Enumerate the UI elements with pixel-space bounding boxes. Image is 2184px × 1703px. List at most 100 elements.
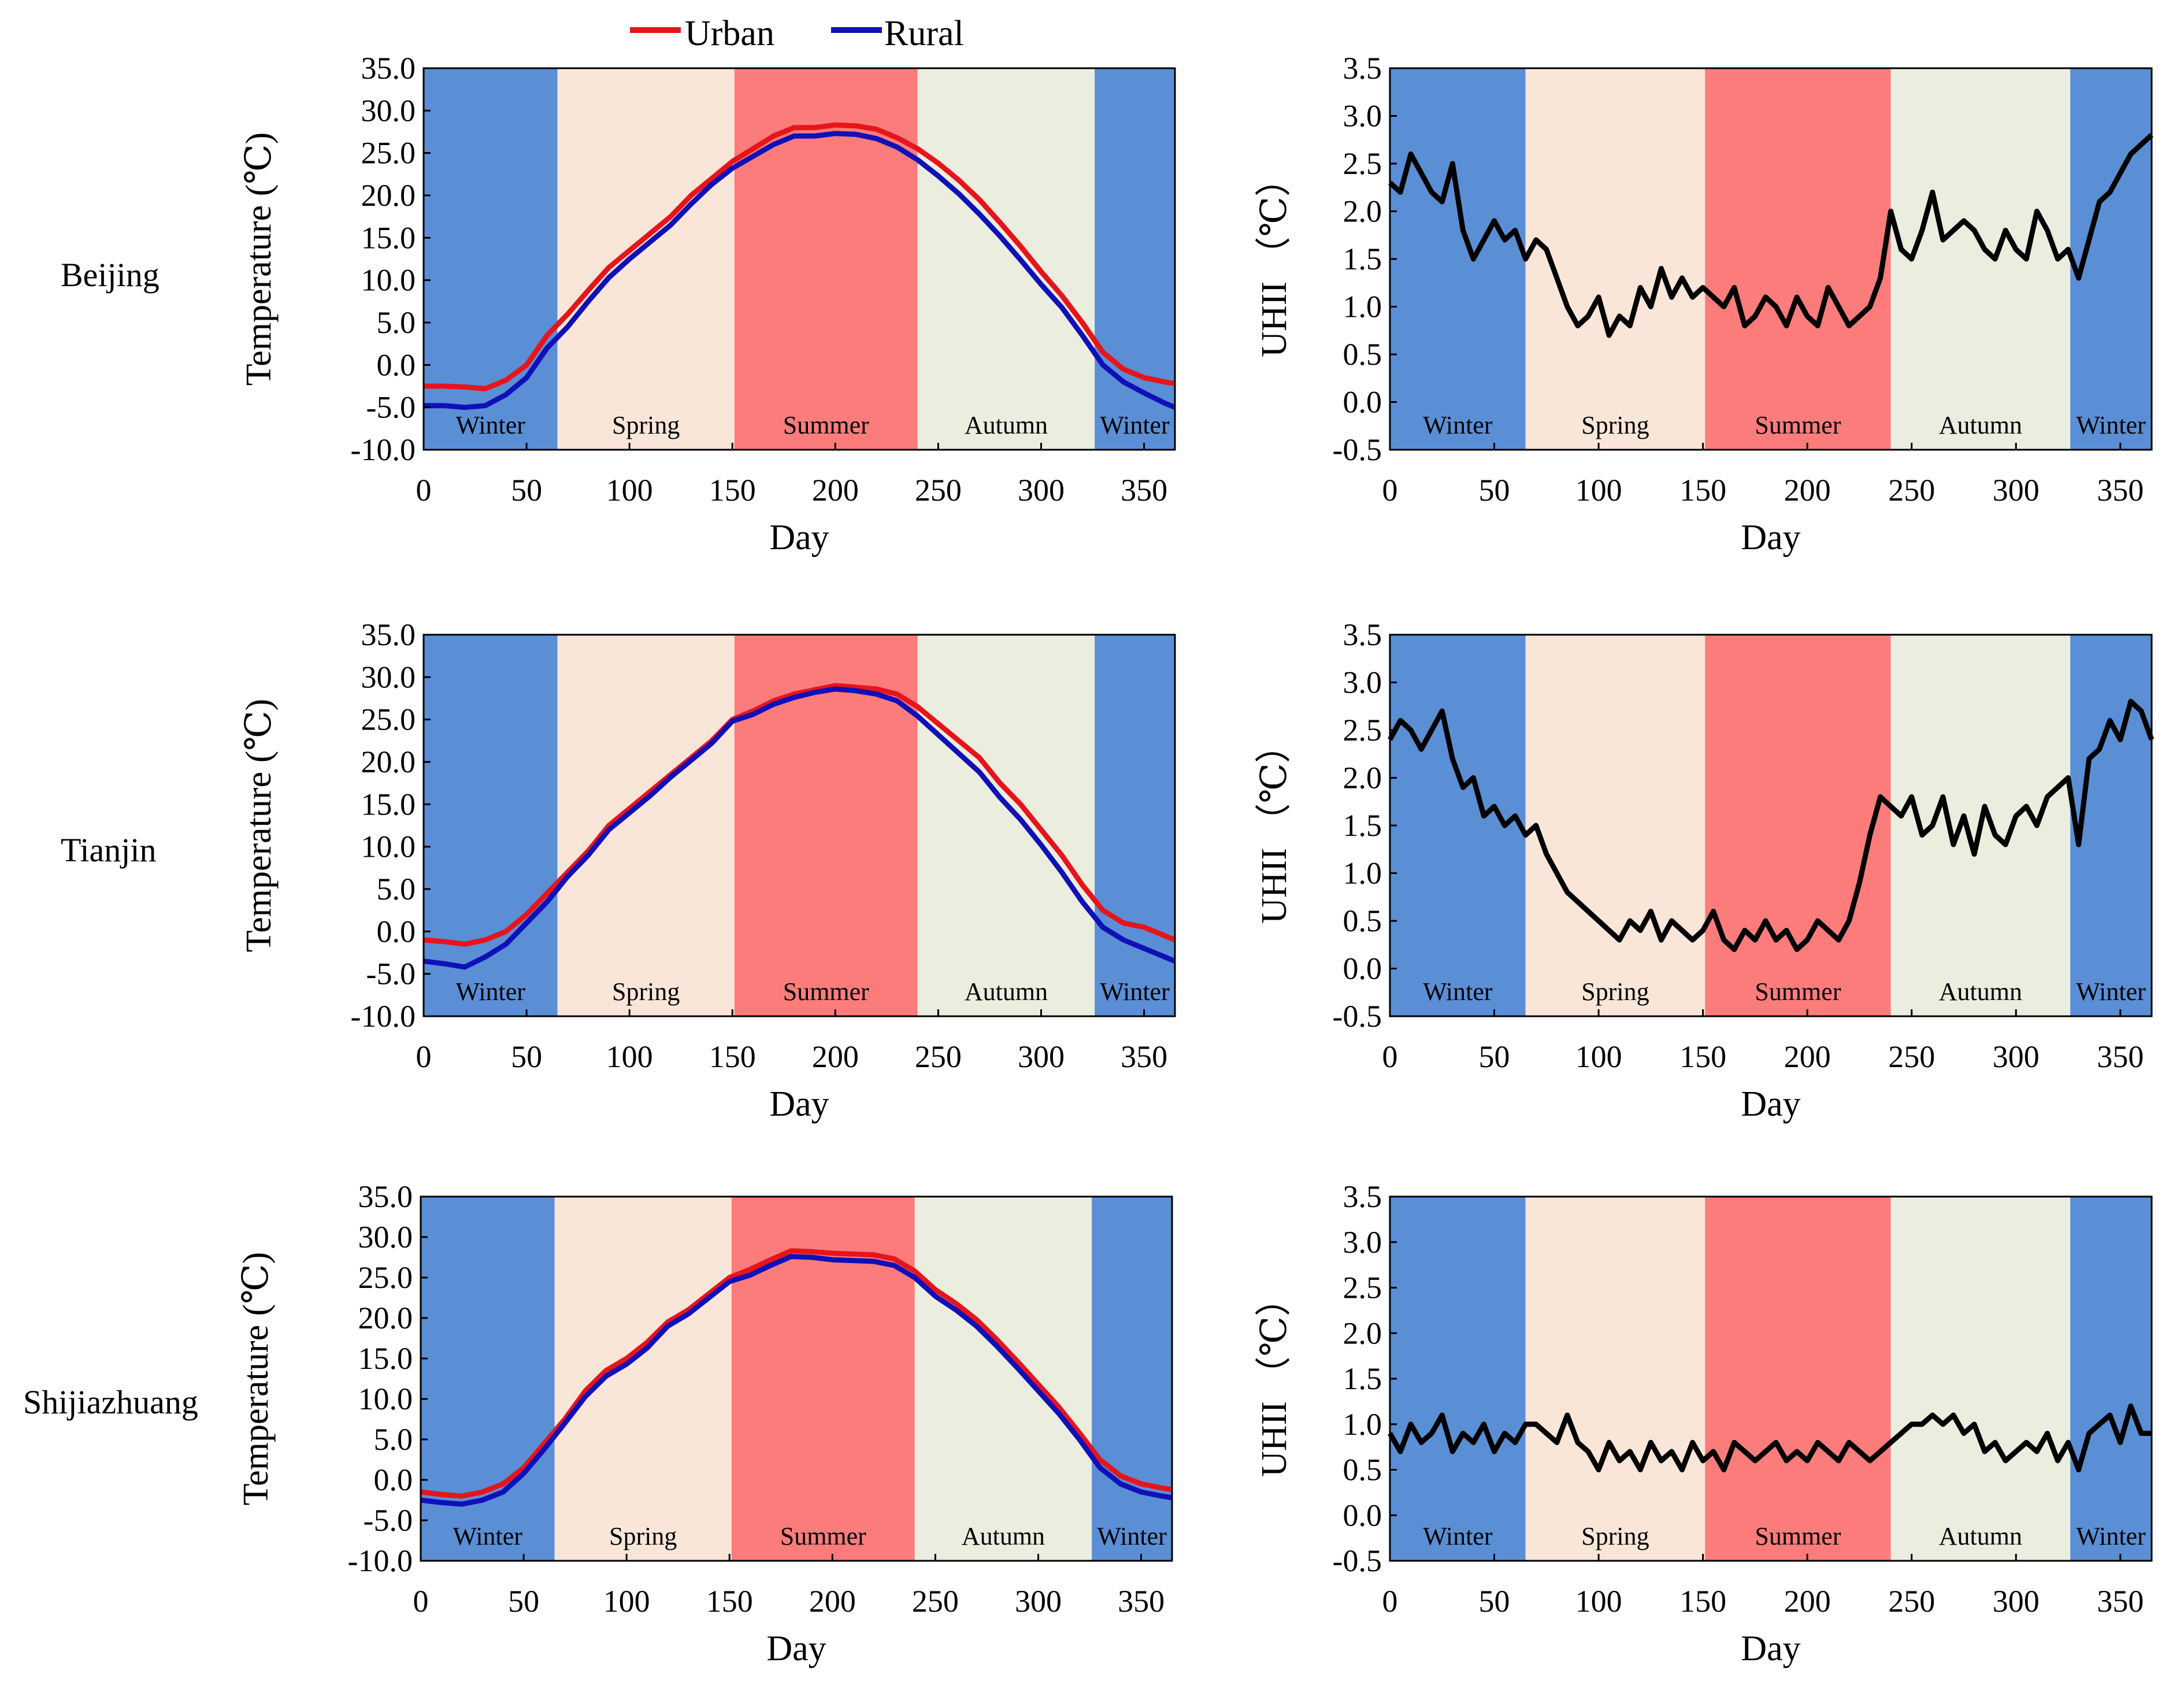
tianjin-temperature-ytick-label: 20.0	[361, 745, 416, 779]
shijiazhuang-temperature-chart: Winter Spring Summer Autumn Winter -10.0 -5.0 0…	[236, 1179, 1173, 1668]
beijing-uhii-xtick-label: 250	[1888, 473, 1935, 508]
shijiazhuang-temperature-ytick-label: 20.0	[358, 1301, 413, 1335]
tianjin-uhii-season-band-4	[2070, 635, 2152, 1016]
beijing-temperature-season-band-4	[1095, 68, 1175, 450]
shijiazhuang-temperature-xlabel: Day	[766, 1629, 826, 1668]
shijiazhuang-temperature-season-label-1: Spring	[609, 1522, 677, 1550]
tianjin-temperature-season-label-4: Winter	[1100, 978, 1170, 1006]
beijing-uhii-xtick-label: 0	[1382, 473, 1398, 508]
shijiazhuang-uhii-xtick-label: 250	[1888, 1584, 1935, 1619]
beijing-temperature-season-label-2: Summer	[783, 411, 869, 439]
beijing-uhii-season-band-2	[1705, 68, 1891, 450]
shijiazhuang-uhii-uhii-line	[1388, 1403, 2152, 1472]
beijing-uhii-season-band-0	[1390, 68, 1526, 450]
shijiazhuang-temperature-ytick-label: 30.0	[358, 1220, 413, 1254]
tianjin-uhii-xtick-label: 200	[1784, 1039, 1831, 1074]
beijing-uhii-season-label-4: Winter	[2076, 411, 2146, 439]
beijing-uhii-ytick-label: 1.5	[1343, 242, 1382, 276]
beijing-uhii-xtick-label: 200	[1784, 473, 1831, 508]
tianjin-temperature-ytick-label: 30.0	[361, 660, 416, 694]
beijing-uhii-xtick-label: 300	[1993, 473, 2040, 508]
beijing-temperature-xtick-label: 150	[709, 473, 756, 508]
tianjin-temperature-ytick-label: -5.0	[366, 957, 416, 991]
shijiazhuang-uhii-ytick-label: 3.0	[1343, 1225, 1382, 1260]
legend-urban-label: Urban	[685, 14, 774, 53]
shijiazhuang-uhii-season-band-1	[1525, 1197, 1705, 1561]
shijiazhuang-temperature-ytick-label: 35.0	[358, 1179, 413, 1214]
beijing-temperature-season-label-1: Spring	[612, 411, 680, 439]
beijing-uhii-ytick-label: 3.5	[1343, 51, 1382, 86]
tianjin-uhii-season-label-3: Autumn	[1939, 978, 2022, 1006]
shijiazhuang-uhii-ytick-label: -0.5	[1333, 1543, 1382, 1578]
tianjin-uhii-xlabel: Day	[1741, 1084, 1800, 1124]
beijing-uhii-ytick-label: 0.5	[1343, 337, 1382, 372]
shijiazhuang-uhii-xtick-label: 50	[1479, 1584, 1510, 1619]
shijiazhuang-temperature-season-band-4	[1092, 1197, 1172, 1561]
tianjin-temperature-ytick-label: 0.0	[377, 914, 416, 949]
shijiazhuang-uhii-ytick-label: 3.5	[1343, 1179, 1382, 1214]
shijiazhuang-uhii-ytick-label: 0.5	[1343, 1453, 1382, 1487]
tianjin-uhii-chart: Winter Spring Summer Autumn Winter -0.5 0.0 0.5…	[1255, 617, 2155, 1124]
tianjin-temperature-xtick-label: 0	[416, 1039, 432, 1074]
tianjin-temperature-ytick-label: 10.0	[361, 830, 416, 864]
beijing-uhii-xtick-label: 100	[1575, 473, 1622, 508]
tianjin-temperature-season-label-0: Winter	[456, 978, 526, 1006]
shijiazhuang-uhii-xtick-label: 150	[1679, 1584, 1726, 1619]
beijing-uhii-season-band-3	[1890, 68, 2071, 450]
beijing-temperature-season-band-3	[917, 68, 1095, 450]
shijiazhuang-uhii-ytick-label: 2.0	[1343, 1316, 1382, 1350]
tianjin-temperature-season-label-3: Autumn	[965, 978, 1048, 1006]
beijing-temperature-xtick-label: 0	[416, 473, 432, 508]
tianjin-uhii-season-label-2: Summer	[1755, 978, 1841, 1006]
tianjin-temperature-season-label-2: Summer	[783, 978, 869, 1006]
shijiazhuang-temperature-season-label-4: Winter	[1097, 1522, 1167, 1550]
shijiazhuang-temperature-ytick-label: 10.0	[358, 1382, 413, 1416]
tianjin-uhii-ytick-label: 3.5	[1343, 617, 1382, 652]
shijiazhuang-temperature-season-band-1	[554, 1197, 732, 1561]
beijing-temperature-ytick-label: -10.0	[351, 432, 416, 467]
tianjin-temperature-season-label-1: Spring	[612, 978, 680, 1006]
beijing-temperature-ytick-label: 20.0	[361, 178, 416, 213]
shijiazhuang-temperature-season-band-0	[421, 1197, 555, 1561]
tianjin-temperature-ytick-label: 35.0	[361, 617, 416, 652]
beijing-temperature-ytick-label: 0.0	[377, 347, 416, 382]
shijiazhuang-temperature-ytick-label: 15.0	[358, 1341, 413, 1376]
beijing-temperature-ytick-label: -5.0	[366, 390, 416, 425]
beijing-temperature-ytick-label: 10.0	[361, 263, 416, 298]
beijing-uhii-season-label-2: Summer	[1755, 411, 1841, 439]
shijiazhuang-temperature-season-label-3: Autumn	[962, 1522, 1045, 1550]
tianjin-uhii-ytick-label: -0.5	[1333, 999, 1382, 1034]
shijiazhuang-uhii-season-label-2: Summer	[1755, 1522, 1841, 1550]
shijiazhuang-uhii-xtick-label: 350	[2097, 1584, 2144, 1619]
beijing-uhii-season-band-1	[1525, 68, 1705, 450]
tianjin-uhii-ytick-label: 2.0	[1343, 761, 1382, 795]
shijiazhuang-temperature-ytick-label: 25.0	[358, 1260, 413, 1295]
beijing-temperature-xlabel: Day	[769, 518, 829, 557]
beijing-uhii-uhii-line	[1388, 133, 2154, 338]
tianjin-temperature-ytick-label: 15.0	[361, 787, 416, 821]
shijiazhuang-temperature-ytick-label: 5.0	[374, 1422, 413, 1457]
tianjin-temperature-season-band-1	[557, 635, 735, 1016]
shijiazhuang-temperature-ytick-label: -5.0	[364, 1503, 413, 1538]
beijing-uhii-ytick-label: 2.5	[1343, 146, 1382, 181]
beijing-uhii-season-label-0: Winter	[1423, 411, 1493, 439]
tianjin-uhii-ytick-label: 0.5	[1343, 904, 1382, 938]
shijiazhuang-uhii-xtick-label: 100	[1575, 1584, 1622, 1619]
beijing-temperature-xtick-label: 50	[511, 473, 542, 508]
city-label-tianjin: Tianjin	[61, 831, 156, 869]
beijing-temperature-ytick-label: 5.0	[377, 305, 416, 340]
beijing-temperature-ytick-label: 30.0	[361, 93, 416, 128]
shijiazhuang-uhii-ytick-label: 1.0	[1343, 1407, 1382, 1442]
tianjin-temperature-xlabel: Day	[769, 1084, 829, 1124]
shijiazhuang-uhii-xtick-label: 200	[1784, 1584, 1831, 1619]
tianjin-temperature-xtick-label: 300	[1018, 1039, 1065, 1074]
beijing-temperature-xtick-label: 200	[812, 473, 859, 508]
tianjin-temperature-ylabel: Temperature (℃)	[239, 699, 279, 953]
tianjin-temperature-season-band-3	[917, 635, 1095, 1016]
shijiazhuang-temperature-ytick-label: 0.0	[374, 1463, 413, 1497]
shijiazhuang-uhii-season-label-1: Spring	[1581, 1522, 1649, 1550]
tianjin-uhii-xtick-label: 250	[1888, 1039, 1935, 1074]
beijing-temperature-season-band-1	[557, 68, 735, 450]
tianjin-uhii-uhii-line	[1388, 699, 2155, 952]
shijiazhuang-uhii-ytick-label: 0.0	[1343, 1498, 1382, 1532]
